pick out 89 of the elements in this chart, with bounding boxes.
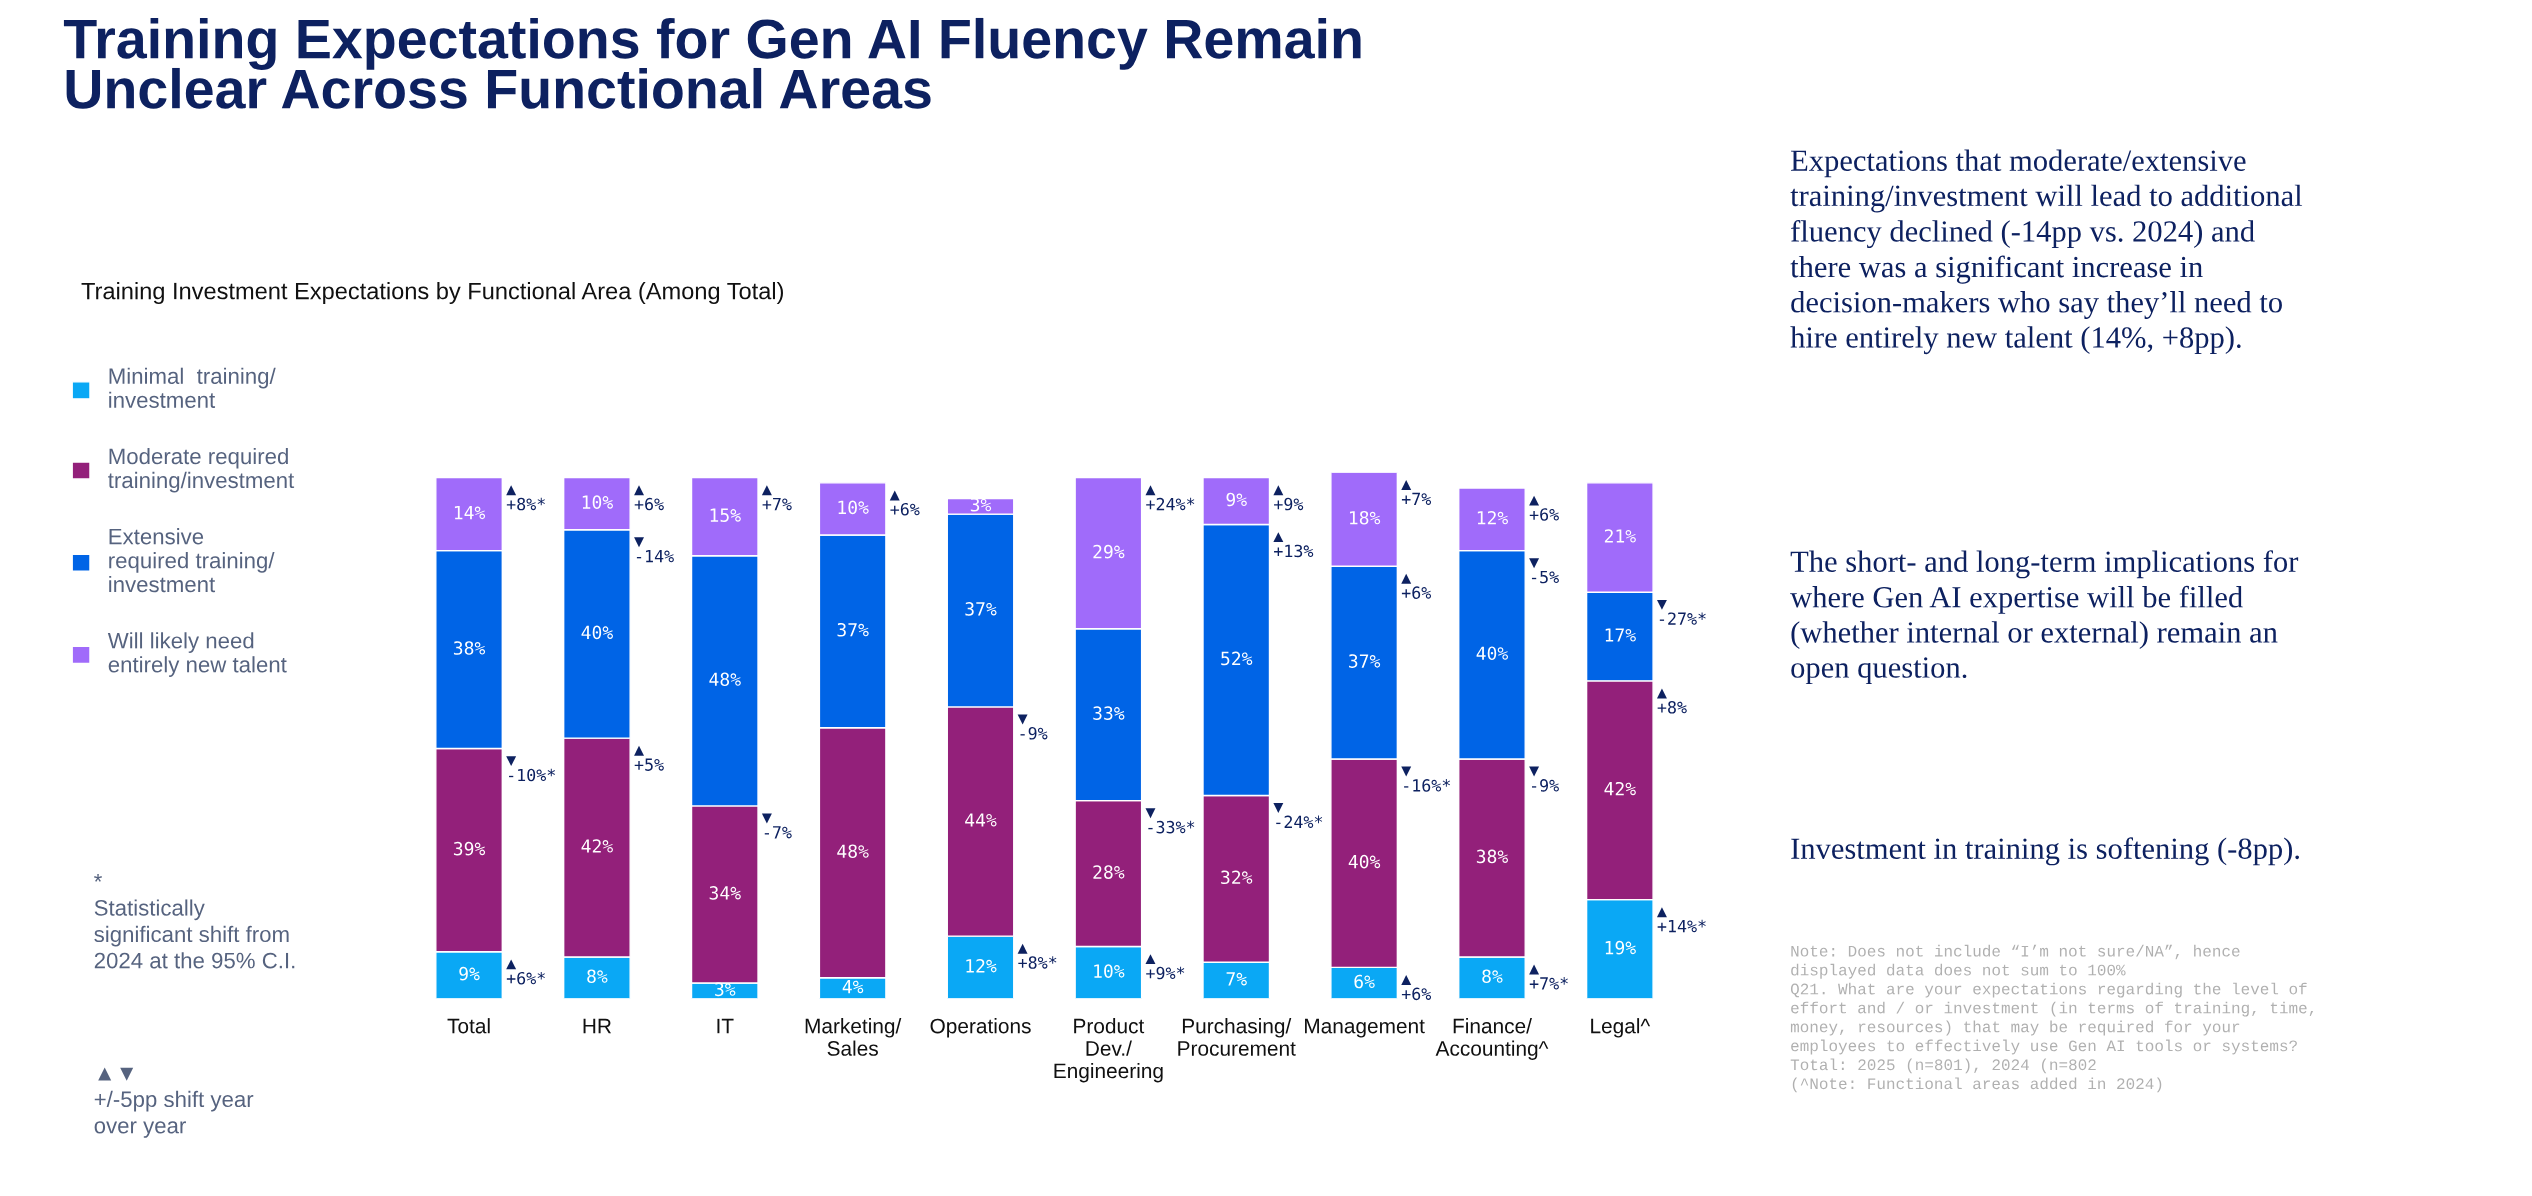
text: Note: Does not include “I’m not sure/NA”, hence displayed data does not sum to 100% Q21. What are your expectations regarding the level of effort and / or investment (in terms of training, time, money, resources) that may be required for your employees to effectively use Gen AI tools or systems? Total: 2025 (n=801), 2024 (n=802 (^Note: Functional areas added in 2024)	[1790, 944, 2314, 1093]
x-tick-label: Finance/ Accounting^	[1435, 1018, 1549, 1060]
annotation: ▼ -27%*	[1656, 599, 1706, 625]
x-tick-label: IT	[717, 1018, 734, 1034]
data-label: 40%	[581, 625, 613, 640]
annotation: ▼ -33%*	[1145, 808, 1195, 834]
data-label: 19%	[1605, 940, 1636, 955]
text: Investment in training is softening (-8pp).	[1791, 837, 2299, 866]
x-tick-label: Marketing/ Sales	[805, 1018, 902, 1056]
annotation: ▼ -14%	[634, 537, 674, 563]
text: ▲▼ +/-5pp shift year over year	[94, 1067, 254, 1138]
annotation: ▲ +6%	[1401, 975, 1432, 1001]
data-label: 8%	[1482, 969, 1503, 984]
data-label: 42%	[581, 839, 613, 853]
data-label: 34%	[709, 886, 741, 900]
annotation: ▼ -10%*	[506, 756, 555, 782]
annotation: ▲ +9%*	[1145, 954, 1185, 980]
data-label: 40%	[1476, 646, 1508, 661]
text: The short- and long-term implications for where Gen AI expertise will be filled (whether internal or external) remain an open question.	[1790, 550, 2299, 685]
x-tick-label: HR	[583, 1018, 611, 1034]
data-label: 29%	[1093, 544, 1125, 559]
legend-label: Will likely need entirely new talent	[107, 632, 287, 677]
annotation: ▲ +14%*	[1656, 907, 1706, 933]
annotation: ▲ +13%	[1273, 532, 1314, 558]
data-label: 21%	[1604, 529, 1636, 543]
annotation: ▲ +6%	[634, 485, 664, 511]
chart-title: Training Expectations for Gen AI Fluency Remain Unclear Across Functional Areas	[63, 17, 1361, 109]
x-tick-label: Operations	[930, 1018, 1031, 1038]
legend-label: Extensive required training/ investment	[109, 528, 275, 593]
data-label: 44%	[965, 813, 997, 827]
data-label: 52%	[1221, 651, 1253, 666]
annotation: ▼ -9%	[1529, 766, 1559, 792]
x-tick-label: Management	[1305, 1018, 1425, 1038]
data-label: 12%	[966, 959, 997, 973]
annotation: ▼ -7%	[761, 813, 792, 839]
data-label: 8%	[587, 969, 608, 984]
data-label: 42%	[1604, 781, 1636, 796]
legend-label: Minimal training/ investment	[109, 367, 276, 408]
data-label: 3%	[715, 982, 736, 997]
data-label: 10%	[582, 495, 613, 509]
x-tick-label: Legal^	[1591, 1018, 1651, 1038]
x-tick-label: Total	[447, 1018, 490, 1034]
data-label: 33%	[1093, 706, 1125, 720]
data-label: 40%	[1348, 854, 1381, 869]
data-label: 38%	[1476, 849, 1508, 864]
data-label: 12%	[1477, 510, 1508, 525]
data-label: 48%	[837, 844, 869, 859]
annotation: ▲ +8%*	[506, 485, 545, 511]
annotation: ▲ +6%	[1401, 573, 1432, 599]
chart-subtitle: Training Investment Expectations by Functional Area (Among Total)	[81, 282, 783, 305]
data-label: 28%	[1093, 865, 1125, 879]
annotation: ▼ -24%*	[1273, 803, 1323, 828]
data-label: 18%	[1349, 510, 1381, 525]
x-tick-label: Product Dev./ Engineering	[1054, 1018, 1163, 1083]
text: Expectations that moderate/extensive training/investment will lead to additional fluency declined (-14pp vs. 2024) and there was a significant increase in decision-makers who say they’ll need to hire entirely new talent (14%, +8pp).	[1790, 149, 2303, 355]
data-label: 9%	[459, 966, 480, 981]
annotation: ▲ +7%*	[1529, 964, 1568, 990]
annotation: ▲ +6%*	[506, 959, 545, 985]
data-label: 17%	[1605, 628, 1636, 642]
data-label: 32%	[1221, 870, 1253, 885]
data-label: 37%	[965, 602, 997, 616]
data-label: 38%	[453, 641, 486, 655]
data-label: 10%	[838, 500, 869, 515]
annotation: ▲ +8%*	[1017, 943, 1057, 969]
annotation: ▲ +5%	[634, 745, 664, 771]
annotation: ▲ +6%	[1529, 495, 1559, 521]
data-label: 15%	[710, 508, 741, 522]
annotation: ▲ +7%	[761, 485, 792, 511]
data-label: 14%	[454, 505, 486, 520]
annotation: ▲ +7%	[1401, 480, 1432, 505]
data-label: 6%	[1354, 974, 1375, 989]
annotation: ▼ -9%	[1017, 714, 1048, 740]
annotation: ▲ +9%	[1273, 485, 1304, 511]
data-label: 4%	[842, 980, 864, 994]
data-label: 48%	[709, 672, 741, 687]
annotation: ▲ +8%	[1656, 688, 1687, 714]
data-label: 9%	[1226, 492, 1247, 507]
data-label: 37%	[1349, 654, 1381, 668]
annotation: ▲ +6%	[889, 490, 920, 516]
data-label: 39%	[453, 841, 486, 856]
legend-label: Moderate required training/investment	[108, 447, 295, 493]
annotation: ▲ +24%*	[1145, 485, 1195, 511]
data-label: 10%	[1094, 964, 1125, 978]
data-label: 7%	[1226, 972, 1247, 986]
annotation: ▼ -16%*	[1401, 766, 1451, 792]
data-label: 37%	[837, 622, 869, 637]
text: * Statistically significant shift from 2024 at the 95% C.I.	[94, 873, 295, 969]
x-tick-label: Purchasing/ Procurement	[1178, 1018, 1296, 1056]
annotation: ▼ -5%	[1529, 558, 1559, 584]
